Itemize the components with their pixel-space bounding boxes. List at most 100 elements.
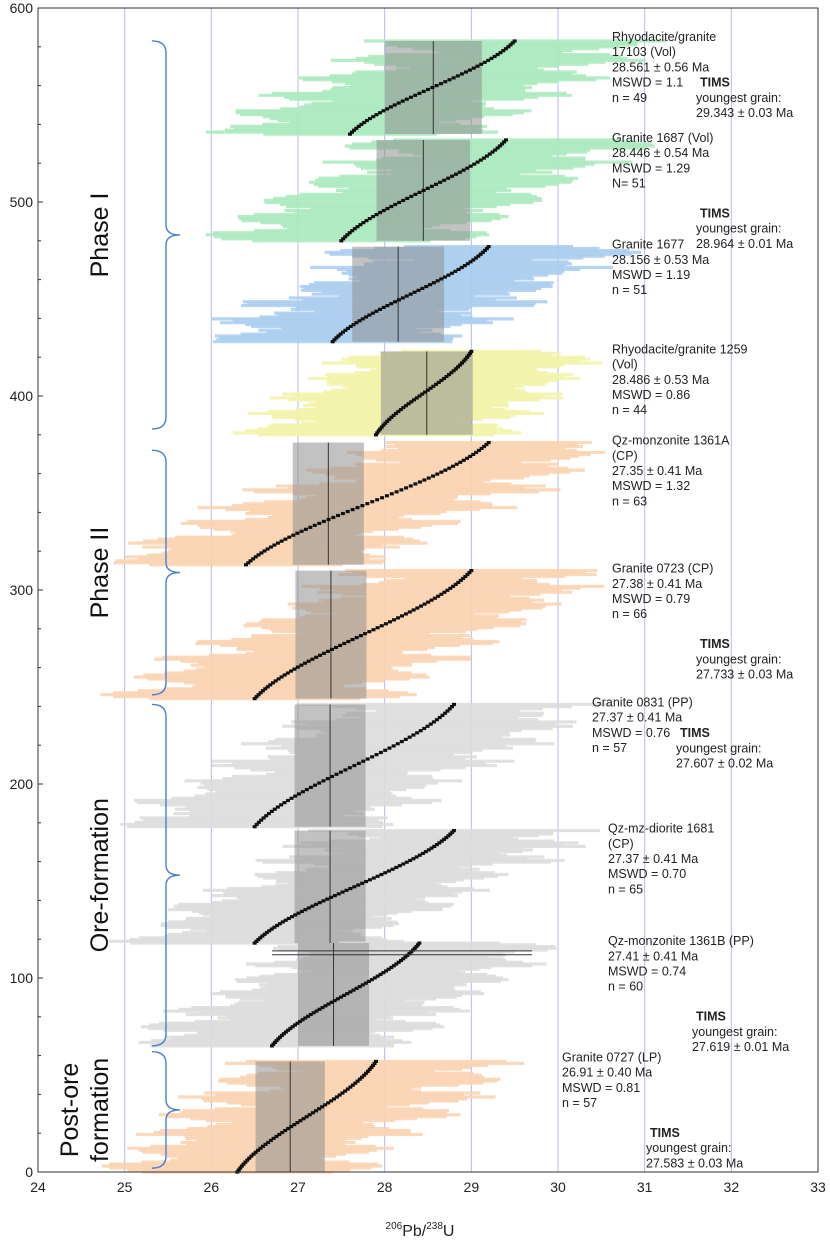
data-point bbox=[363, 981, 368, 985]
data-point bbox=[303, 908, 308, 912]
phase-label-0: Phase I bbox=[86, 193, 114, 278]
data-point bbox=[396, 409, 401, 414]
data-point bbox=[459, 265, 464, 270]
data-point bbox=[347, 766, 352, 770]
sample-5 bbox=[100, 568, 605, 701]
data-point bbox=[317, 901, 322, 905]
data-point bbox=[459, 72, 464, 76]
data-point bbox=[419, 604, 424, 608]
data-point bbox=[310, 904, 315, 908]
data-point bbox=[351, 988, 356, 992]
data-point bbox=[286, 1126, 291, 1131]
data-point bbox=[338, 995, 343, 999]
data-point bbox=[317, 1007, 322, 1011]
data-point bbox=[375, 974, 380, 978]
data-point bbox=[247, 1156, 252, 1160]
tims-line: youngest grain: bbox=[696, 222, 781, 236]
data-point bbox=[415, 606, 420, 610]
x-tick-label: 31 bbox=[637, 1179, 653, 1195]
data-point bbox=[411, 948, 416, 952]
data-point bbox=[422, 478, 427, 482]
sample-label-9: Granite 0727 (LP) 26.91 ± 0.40 Ma MSWD = 0… bbox=[562, 1050, 661, 1110]
data-point bbox=[275, 923, 280, 928]
data-point bbox=[404, 860, 409, 864]
data-point bbox=[400, 614, 405, 618]
data-point bbox=[417, 91, 422, 95]
data-point bbox=[256, 937, 261, 942]
data-point bbox=[451, 584, 456, 588]
data-point bbox=[405, 196, 410, 201]
data-point bbox=[401, 862, 406, 866]
data-point bbox=[287, 535, 292, 539]
data-point bbox=[362, 120, 367, 125]
data-point bbox=[426, 476, 431, 480]
data-point bbox=[465, 355, 470, 359]
data-point bbox=[471, 66, 476, 70]
data-point bbox=[434, 843, 439, 847]
data-point bbox=[426, 848, 431, 852]
data-point bbox=[378, 972, 383, 977]
data-point bbox=[463, 574, 468, 579]
sample-label-line: n = 44 bbox=[612, 403, 647, 417]
data-point bbox=[397, 864, 402, 868]
data-point bbox=[387, 620, 392, 624]
data-point bbox=[295, 1021, 300, 1025]
data-point bbox=[449, 705, 454, 709]
data-point bbox=[301, 1117, 306, 1121]
data-point bbox=[272, 543, 277, 547]
tims-line: 27.619 ± 0.01 Ma bbox=[692, 1040, 789, 1054]
data-point bbox=[343, 768, 348, 772]
data-point bbox=[438, 82, 443, 86]
data-point bbox=[458, 460, 463, 464]
data-point bbox=[321, 779, 326, 783]
data-point bbox=[426, 600, 431, 604]
data-point bbox=[420, 392, 425, 396]
sample-label-line: 27.37 ± 0.41 Ma bbox=[592, 711, 682, 725]
sample-label-line: n = 57 bbox=[562, 1096, 597, 1110]
data-point bbox=[444, 375, 449, 379]
data-point bbox=[428, 386, 433, 390]
sample-label-1: Granite 1687 (Vol) 28.446 ± 0.54 Ma MSWD =… bbox=[612, 131, 713, 191]
data-point bbox=[279, 803, 284, 807]
data-point bbox=[439, 839, 444, 843]
data-point bbox=[289, 915, 294, 919]
data-point bbox=[468, 260, 473, 264]
y-tick-label: 600 bbox=[10, 0, 34, 16]
data-point bbox=[252, 697, 257, 701]
data-point bbox=[354, 321, 359, 325]
data-point bbox=[437, 715, 442, 720]
phase-braces: Phase I Phase II Ore-formation Post-oreform… bbox=[56, 40, 181, 1169]
data-point bbox=[248, 559, 253, 563]
tims-line: 27.607 ± 0.02 Ma bbox=[676, 756, 773, 770]
data-point bbox=[342, 641, 347, 646]
data-point bbox=[383, 748, 388, 752]
data-point bbox=[403, 737, 408, 741]
data-point bbox=[354, 986, 359, 990]
data-point bbox=[291, 533, 296, 537]
sample-label-line: 27.41 ± 0.41 Ma bbox=[608, 949, 698, 963]
data-point bbox=[393, 300, 398, 304]
data-point bbox=[408, 95, 413, 99]
data-point bbox=[486, 245, 491, 249]
tims-line: youngest grain: bbox=[692, 1025, 777, 1039]
data-point bbox=[403, 404, 408, 408]
data-point bbox=[239, 1164, 244, 1168]
data-point bbox=[343, 328, 348, 332]
data-point bbox=[434, 84, 439, 88]
tims-title: TIMS bbox=[700, 207, 730, 221]
x-axis-label-pb: Pb/ bbox=[402, 1223, 427, 1240]
data-point bbox=[251, 557, 256, 561]
data-point bbox=[268, 683, 273, 687]
data-point bbox=[308, 1012, 313, 1017]
data-point bbox=[338, 770, 343, 774]
data-point bbox=[362, 1073, 367, 1077]
data-point bbox=[277, 1132, 282, 1137]
data-point bbox=[334, 645, 339, 650]
data-point bbox=[267, 929, 272, 933]
data-point bbox=[442, 590, 447, 594]
data-point bbox=[381, 208, 386, 213]
data-point bbox=[334, 336, 339, 340]
data-point bbox=[446, 273, 451, 277]
data-point bbox=[443, 711, 448, 715]
data-point bbox=[441, 376, 446, 381]
